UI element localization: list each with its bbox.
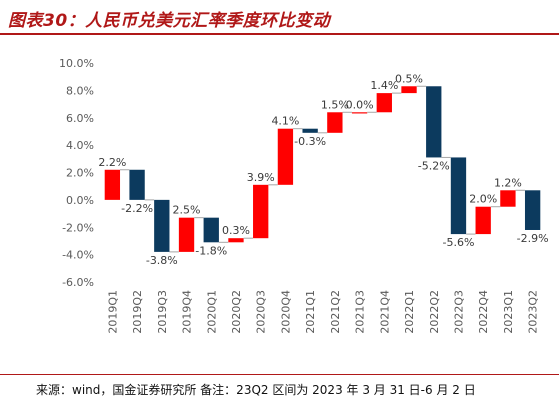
- data-label: -5.2%: [418, 159, 450, 172]
- data-label: 1.2%: [494, 176, 522, 189]
- bar-2022Q3: [450, 157, 467, 235]
- bar-2023Q1: [500, 190, 516, 207]
- x-tick-label: 2019Q4: [181, 290, 194, 334]
- y-tick-label: -6.0%: [62, 276, 94, 289]
- x-tick-label: 2020Q2: [230, 290, 243, 334]
- connectors: [120, 85, 525, 253]
- y-axis-ticks: -6.0% -4.0% -2.0% 0.0% 2.0% 4.0% 6.0% 8.0% 10.0%: [59, 57, 94, 289]
- x-axis-ticks: 2019Q1 2019Q2 2019Q3 2019Q4 2020Q1 2020Q2 2020…: [106, 290, 539, 334]
- x-tick-label: 2021Q1: [304, 290, 317, 334]
- source-note: 来源：wind，国金证券研究所 备注：23Q2 区间为 2023 年 3 月 3…: [36, 383, 476, 397]
- bar-2022Q2: [426, 86, 442, 158]
- x-tick-label: 2020Q3: [255, 290, 268, 334]
- bar-2019Q2: [129, 169, 145, 200]
- bar-2021Q2: [327, 112, 343, 133]
- bar-2021Q3: [351, 112, 368, 114]
- data-label: -5.6%: [443, 236, 475, 249]
- x-tick-label: 2021Q2: [329, 290, 342, 334]
- data-label: 0.5%: [395, 72, 423, 85]
- data-labels: 2.2% -2.2% -3.8% 2.5% -1.8% 0.3% 3.9% 4.1% -0.3%…: [98, 72, 548, 267]
- x-tick-label: 2023Q1: [502, 290, 515, 334]
- x-tick-label: 2019Q3: [156, 290, 169, 334]
- y-tick-label: -4.0%: [62, 249, 94, 262]
- x-tick-label: 2022Q3: [452, 290, 465, 334]
- x-tick-label: 2022Q4: [477, 290, 490, 334]
- y-tick-label: 6.0%: [66, 112, 94, 125]
- y-tick-label: 2.0%: [66, 167, 94, 180]
- data-label: -2.9%: [517, 232, 549, 245]
- chart-title: 图表30：人民币兑美元汇率季度环比变动: [8, 11, 331, 31]
- bar-2020Q4: [277, 128, 294, 185]
- data-label: 0.3%: [222, 224, 250, 237]
- x-tick-label: 2020Q1: [205, 290, 218, 334]
- y-tick-label: 10.0%: [59, 57, 94, 70]
- data-label: 4.1%: [271, 115, 299, 128]
- x-tick-label: 2023Q2: [527, 290, 540, 334]
- bars: [104, 86, 541, 252]
- y-tick-label: 8.0%: [66, 84, 94, 97]
- bar-2021Q1: [302, 128, 318, 133]
- data-label: 1.5%: [321, 98, 349, 111]
- bar-2020Q3: [253, 184, 269, 239]
- bar-2020Q2: [228, 238, 244, 243]
- bar-2019Q4: [178, 217, 195, 252]
- data-label: -1.8%: [195, 244, 227, 257]
- title-divider: [0, 33, 559, 35]
- bar-2022Q1: [401, 86, 417, 94]
- bar-2021Q4: [376, 93, 392, 113]
- data-label: -2.2%: [121, 202, 153, 215]
- footer-divider: [0, 374, 559, 375]
- bar-2019Q1: [104, 169, 121, 200]
- y-tick-label: -2.0%: [62, 221, 94, 234]
- waterfall-chart: -6.0% -4.0% -2.0% 0.0% 2.0% 4.0% 6.0% 8.0% 10.0%…: [59, 57, 549, 334]
- x-tick-label: 2019Q2: [131, 290, 144, 334]
- x-tick-label: 2022Q1: [403, 290, 416, 334]
- x-tick-label: 2022Q2: [428, 290, 441, 334]
- data-label: 2.2%: [98, 156, 126, 169]
- bar-2022Q4: [475, 206, 491, 235]
- y-tick-label: 4.0%: [66, 139, 94, 152]
- bar-2020Q1: [203, 217, 219, 243]
- data-label: -0.3%: [294, 135, 326, 148]
- bar-2023Q2: [524, 190, 541, 230]
- data-label: 2.5%: [173, 204, 201, 217]
- x-tick-label: 2020Q4: [279, 290, 292, 334]
- x-tick-label: 2021Q3: [354, 290, 367, 334]
- x-tick-label: 2021Q4: [378, 290, 391, 334]
- y-tick-label: 0.0%: [66, 194, 94, 207]
- bar-2019Q3: [154, 199, 170, 252]
- data-label: 1.4%: [370, 79, 398, 92]
- x-tick-label: 2019Q1: [106, 290, 119, 334]
- data-label: -3.8%: [146, 254, 178, 267]
- data-label: 3.9%: [247, 171, 275, 184]
- data-label: 0.0%: [346, 98, 374, 111]
- data-label: 2.0%: [469, 193, 497, 206]
